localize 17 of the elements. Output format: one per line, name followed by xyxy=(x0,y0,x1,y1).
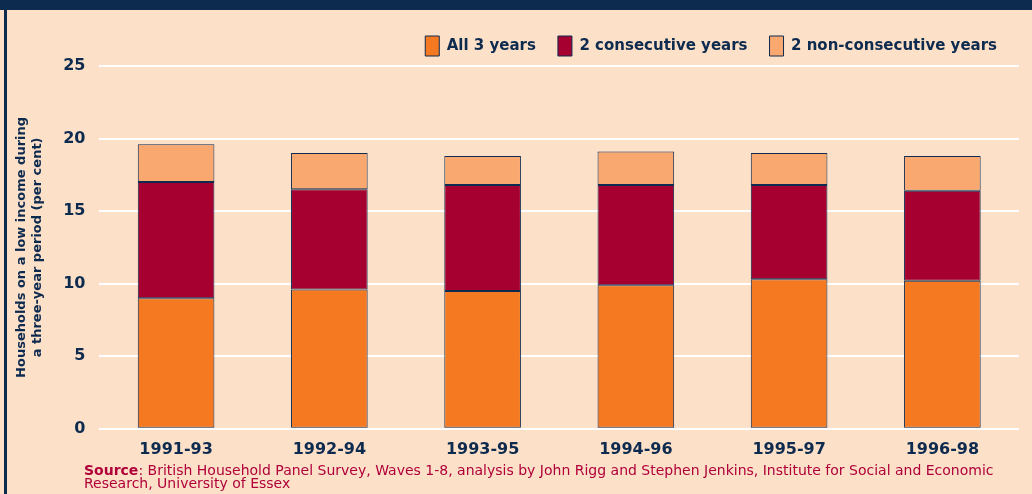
source-note: Source: British Household Panel Survey, Waves 1-8, analysis by John Rigg and Stephen Jenkins, Institute for Social and Economic Research, University of Essex xyxy=(84,462,995,491)
legend-label: 2 non-consecutive years xyxy=(791,35,998,54)
y-axis-title: Households on a low income during a three-year period (per cent) xyxy=(13,116,44,378)
legend-label: 2 consecutive years xyxy=(579,35,748,54)
x-tick-label: 1995-97 xyxy=(752,438,826,458)
legend-label: All 3 years xyxy=(446,35,536,54)
x-tick-label: 1991-93 xyxy=(139,438,213,458)
y-tick-label: 25 xyxy=(63,55,86,75)
y-tick-label: 20 xyxy=(63,127,86,147)
x-tick-label: 1996-98 xyxy=(905,438,980,458)
y-tick-label: 0 xyxy=(74,417,86,437)
x-tick-label: 1994-96 xyxy=(599,438,673,458)
y-tick-label: 15 xyxy=(63,200,86,220)
y-tick-label: 10 xyxy=(63,272,86,292)
x-tick-label: 1992-94 xyxy=(292,438,367,458)
x-tick-label: 1993-95 xyxy=(445,438,520,458)
y-tick-label: 5 xyxy=(74,345,86,365)
